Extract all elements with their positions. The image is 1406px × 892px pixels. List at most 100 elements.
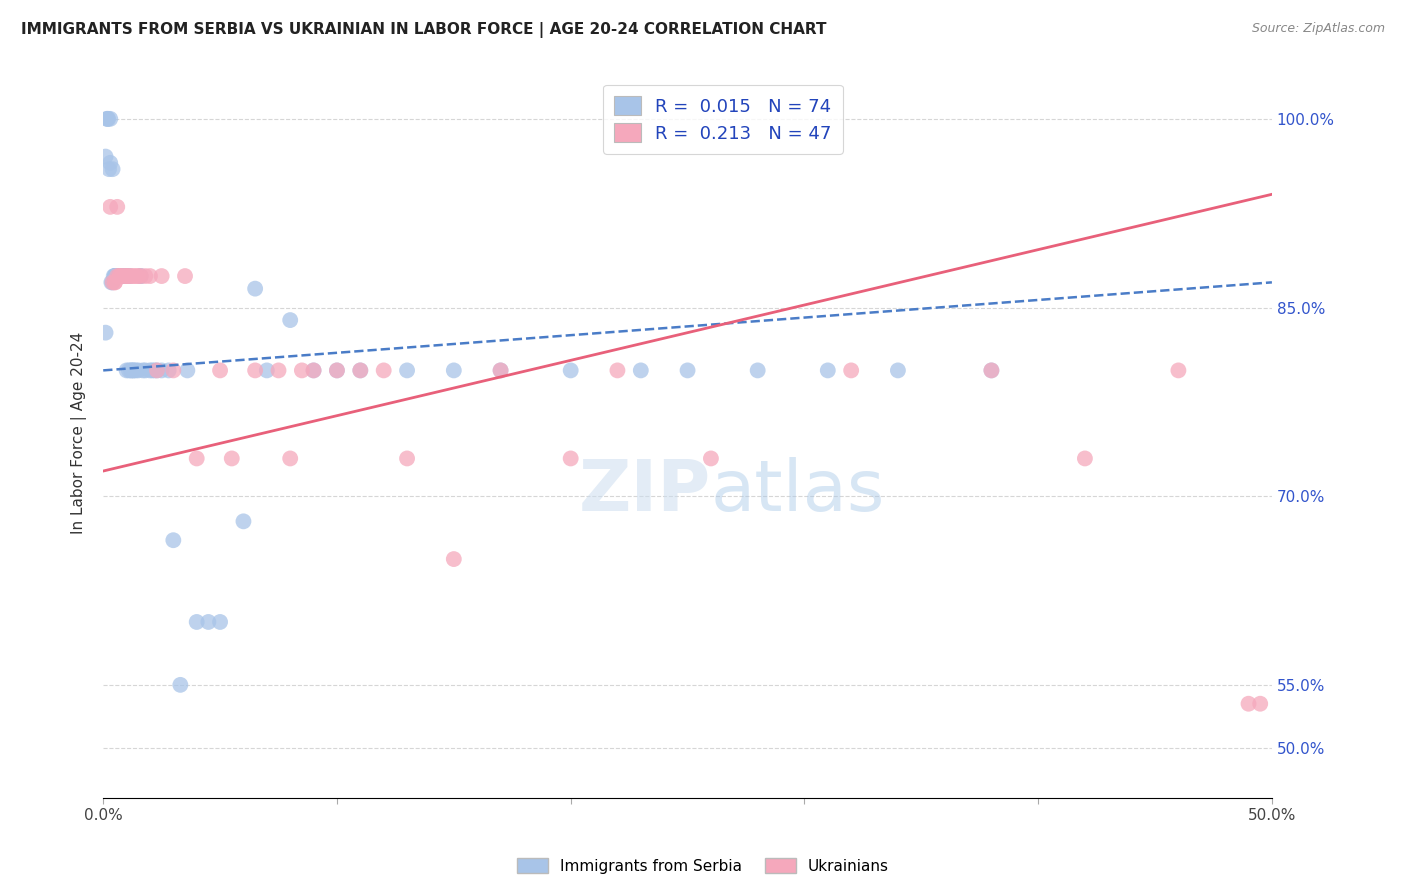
Point bbox=[94, 326, 117, 340]
Point bbox=[560, 451, 582, 466]
Point bbox=[630, 363, 652, 377]
Point bbox=[107, 268, 129, 283]
Point bbox=[120, 363, 142, 377]
Point bbox=[489, 363, 512, 377]
Point bbox=[267, 363, 290, 377]
Legend: Immigrants from Serbia, Ukrainians: Immigrants from Serbia, Ukrainians bbox=[512, 852, 894, 880]
Point bbox=[146, 363, 169, 377]
Point bbox=[1249, 697, 1271, 711]
Point bbox=[105, 268, 128, 283]
Point bbox=[443, 363, 465, 377]
Point bbox=[141, 363, 163, 377]
Point bbox=[157, 363, 180, 377]
Point bbox=[221, 451, 243, 466]
Point bbox=[104, 268, 127, 283]
Text: Source: ZipAtlas.com: Source: ZipAtlas.com bbox=[1251, 22, 1385, 36]
Point bbox=[120, 268, 142, 283]
Point bbox=[162, 533, 184, 548]
Text: ZIP: ZIP bbox=[579, 458, 711, 526]
Point bbox=[115, 268, 138, 283]
Point bbox=[134, 363, 156, 377]
Point bbox=[396, 451, 419, 466]
Point bbox=[373, 363, 395, 377]
Point bbox=[560, 363, 582, 377]
Point bbox=[169, 678, 191, 692]
Point bbox=[105, 268, 128, 283]
Point bbox=[104, 276, 127, 290]
Point bbox=[108, 268, 131, 283]
Point bbox=[676, 363, 699, 377]
Point bbox=[134, 268, 156, 283]
Point bbox=[700, 451, 723, 466]
Text: IMMIGRANTS FROM SERBIA VS UKRAINIAN IN LABOR FORCE | AGE 20-24 CORRELATION CHART: IMMIGRANTS FROM SERBIA VS UKRAINIAN IN L… bbox=[21, 22, 827, 38]
Point bbox=[302, 363, 325, 377]
Point bbox=[302, 363, 325, 377]
Point bbox=[112, 268, 135, 283]
Point bbox=[209, 363, 232, 377]
Point bbox=[1074, 451, 1097, 466]
Point bbox=[489, 363, 512, 377]
Point bbox=[108, 268, 131, 283]
Point bbox=[101, 276, 124, 290]
Point bbox=[112, 268, 135, 283]
Point bbox=[747, 363, 769, 377]
Point bbox=[104, 268, 127, 283]
Point bbox=[98, 112, 121, 126]
Point bbox=[105, 268, 128, 283]
Point bbox=[186, 451, 208, 466]
Point bbox=[115, 268, 138, 283]
Point bbox=[105, 268, 128, 283]
Point bbox=[115, 268, 138, 283]
Legend: R =  0.015   N = 74, R =  0.213   N = 47: R = 0.015 N = 74, R = 0.213 N = 47 bbox=[603, 85, 842, 153]
Point bbox=[112, 268, 135, 283]
Point bbox=[118, 268, 141, 283]
Text: atlas: atlas bbox=[711, 458, 886, 526]
Point bbox=[256, 363, 278, 377]
Point bbox=[111, 268, 134, 283]
Point bbox=[278, 451, 301, 466]
Point bbox=[278, 313, 301, 327]
Point bbox=[186, 615, 208, 629]
Point bbox=[243, 282, 266, 296]
Point bbox=[122, 363, 145, 377]
Y-axis label: In Labor Force | Age 20-24: In Labor Force | Age 20-24 bbox=[72, 332, 87, 534]
Point bbox=[980, 363, 1002, 377]
Point bbox=[118, 268, 141, 283]
Point bbox=[103, 268, 125, 283]
Point bbox=[98, 200, 121, 214]
Point bbox=[162, 363, 184, 377]
Point bbox=[112, 268, 135, 283]
Point bbox=[606, 363, 628, 377]
Point bbox=[129, 268, 152, 283]
Point bbox=[104, 268, 127, 283]
Point bbox=[1237, 697, 1260, 711]
Point bbox=[97, 112, 120, 126]
Point bbox=[174, 268, 197, 283]
Point bbox=[232, 514, 254, 528]
Point bbox=[176, 363, 198, 377]
Point bbox=[1167, 363, 1189, 377]
Point bbox=[96, 112, 118, 126]
Point bbox=[349, 363, 371, 377]
Point bbox=[97, 112, 120, 126]
Point bbox=[114, 268, 136, 283]
Point bbox=[100, 276, 122, 290]
Point bbox=[122, 268, 145, 283]
Point bbox=[111, 268, 134, 283]
Point bbox=[98, 162, 121, 177]
Point bbox=[110, 268, 132, 283]
Point bbox=[150, 268, 173, 283]
Point bbox=[118, 363, 141, 377]
Point bbox=[120, 363, 142, 377]
Point bbox=[94, 150, 117, 164]
Point bbox=[125, 268, 148, 283]
Point bbox=[443, 552, 465, 566]
Point bbox=[105, 200, 128, 214]
Point bbox=[132, 363, 155, 377]
Point bbox=[115, 268, 138, 283]
Point bbox=[129, 268, 152, 283]
Point bbox=[980, 363, 1002, 377]
Point bbox=[129, 268, 152, 283]
Point bbox=[326, 363, 349, 377]
Point bbox=[98, 156, 121, 170]
